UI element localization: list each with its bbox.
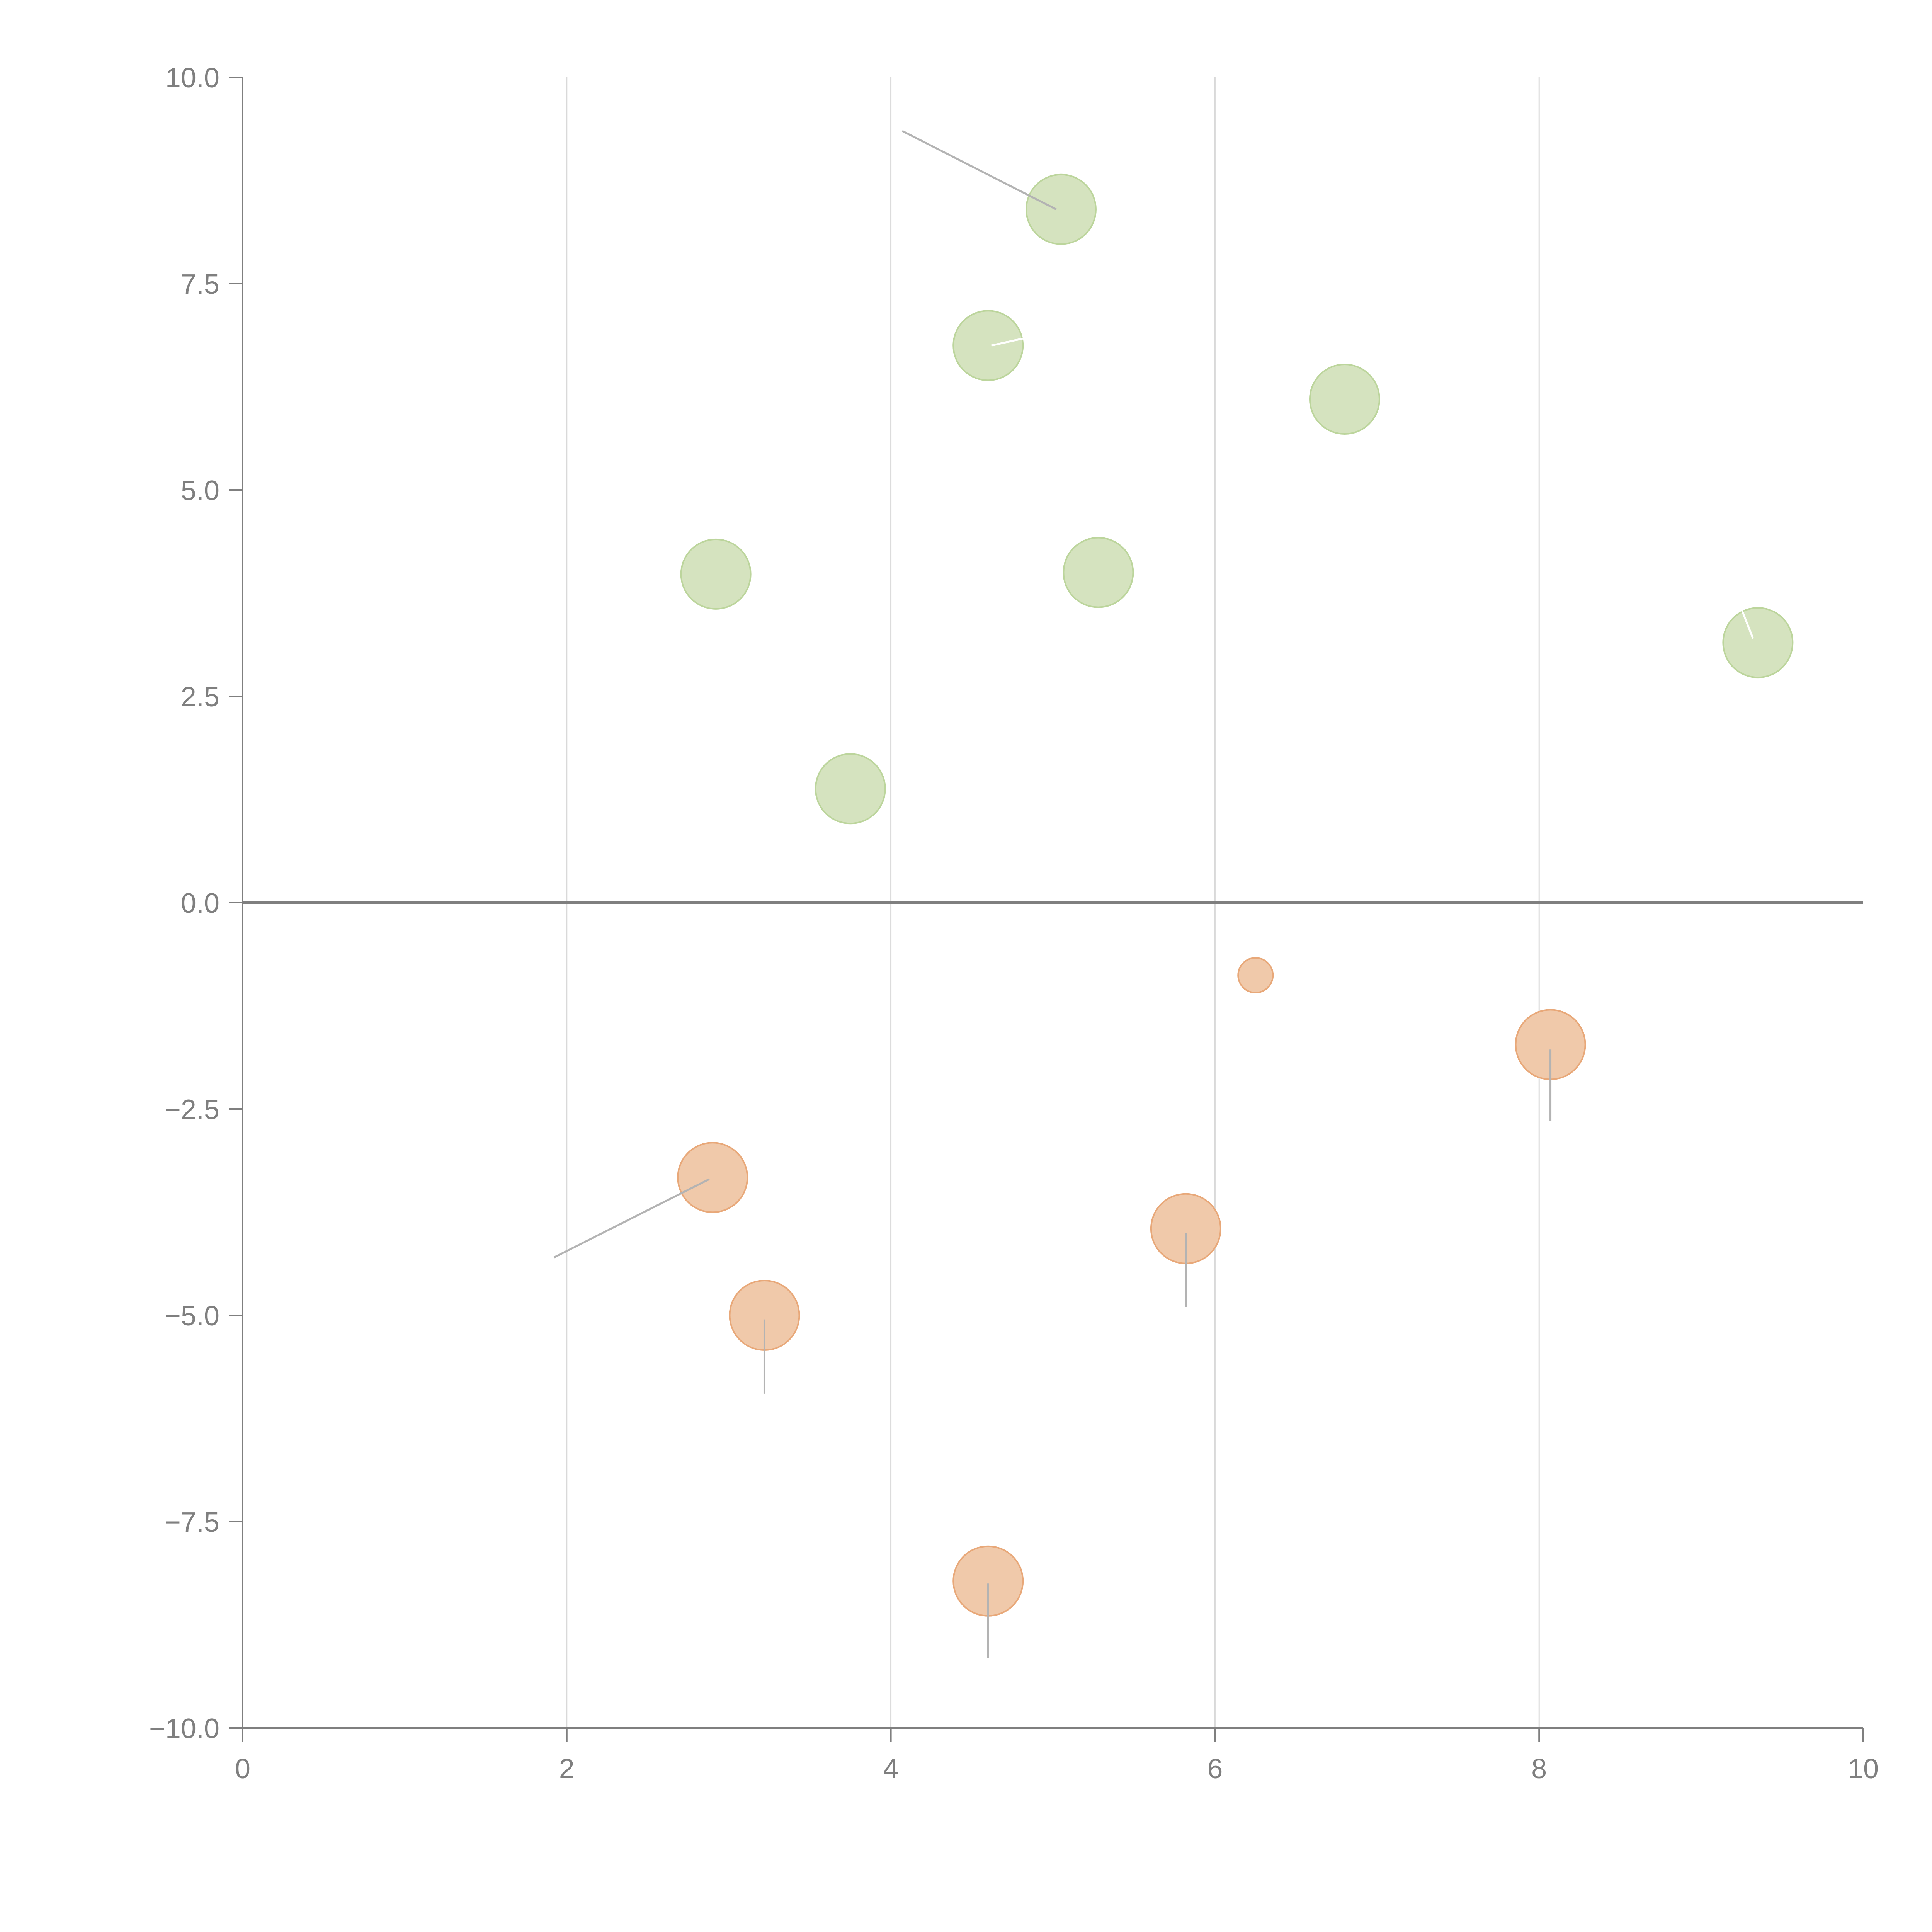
positive-point [680,538,752,610]
y-tick-label: −2.5 [165,1094,219,1125]
positive-point [1025,173,1097,245]
y-tick-label: −7.5 [165,1507,219,1538]
x-tick-label: 6 [1207,1753,1223,1784]
axis-layer: 0 2 4 6 8 10 10.0 7.5 5.0 2.5 0.0 −2.5 −5.0 −7.5 −10.0 [149,63,1879,1784]
annotation-leader-line [991,336,1029,347]
y-tick-label: −5.0 [165,1301,219,1332]
y-tick-label: 5.0 [181,475,219,506]
x-tick-label: 4 [883,1753,899,1784]
positive-point [1063,537,1134,608]
x-tick-label: 0 [235,1753,250,1784]
y-tick-label: 7.5 [181,269,219,300]
annotation-label: A [1022,313,1056,365]
x-tick-label: 10 [1848,1753,1879,1784]
y-tick-label: −10.0 [149,1713,219,1744]
y-tick-label: 2.5 [181,682,219,713]
negative-point [677,1142,748,1213]
y-tick-label: 0.0 [181,888,219,919]
y-tick-label: 10.0 [165,63,219,94]
annotation-leader-line [1741,609,1754,639]
annotation-leader-line [553,1178,710,1259]
annotation-leader-line [901,130,1057,210]
negative-point [1237,957,1274,993]
x-tick-label: 8 [1531,1753,1547,1784]
points-layer [677,173,1794,1617]
positive-point [815,753,886,825]
x-tick-label: 2 [559,1753,575,1784]
annotation-label-layer: A [553,130,1754,1658]
positive-point [952,310,1024,381]
positive-point [1309,364,1380,435]
positive-point [1722,607,1794,679]
